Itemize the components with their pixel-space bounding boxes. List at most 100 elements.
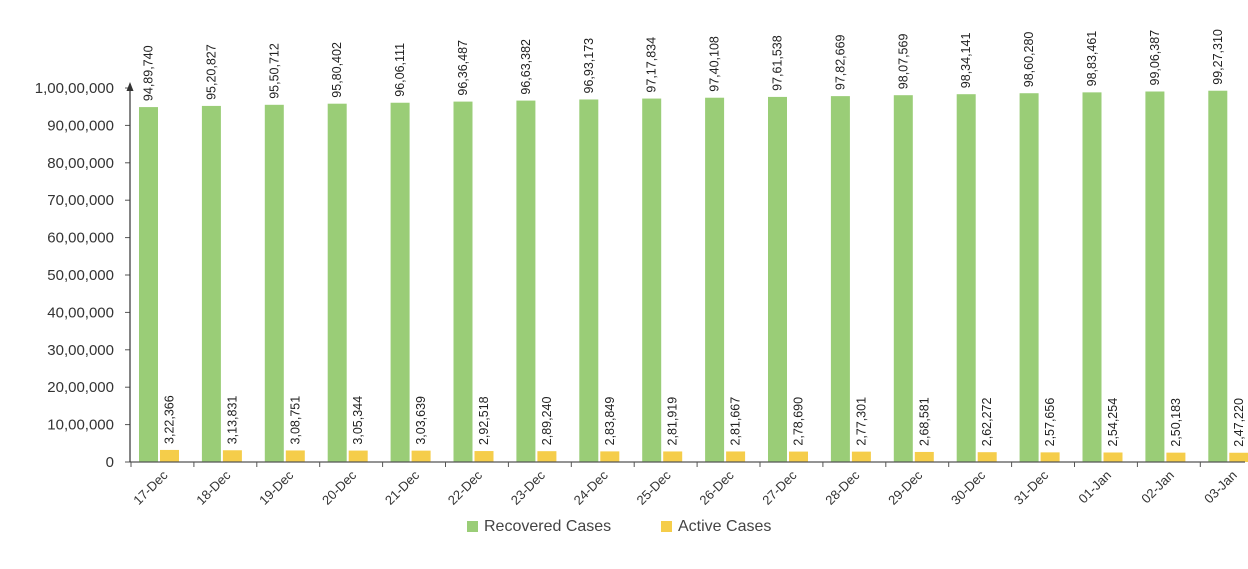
data-label-recovered: 99,27,310 <box>1211 29 1225 85</box>
bar-recovered-23-Dec <box>516 100 536 463</box>
data-label-active: 2,54,254 <box>1106 398 1120 447</box>
data-label-active: 3,22,366 <box>163 395 177 444</box>
bar-recovered-24-Dec <box>579 99 599 462</box>
x-tick-label: 27-Dec <box>759 467 800 508</box>
x-tick-label: 20-Dec <box>319 467 360 508</box>
y-tick-label: 1,00,00,000 <box>35 80 114 97</box>
x-tick-label: 01-Jan <box>1075 468 1114 507</box>
bar-recovered-25-Dec <box>642 98 662 462</box>
x-tick-label: 17-Dec <box>130 467 171 508</box>
bar-active-21-Dec <box>411 450 431 462</box>
bar-recovered-01-Jan <box>1082 92 1102 463</box>
bar-recovered-20-Dec <box>327 103 347 462</box>
y-axis-ticks: 0 10,00,000 20,00,000 30,00,000 40,00,000 50,… <box>35 80 130 471</box>
data-label-recovered: 98,07,569 <box>896 34 910 90</box>
x-tick-label: 18-Dec <box>193 467 234 508</box>
data-label-recovered: 98,83,461 <box>1085 31 1099 87</box>
data-label-active: 2,81,919 <box>666 397 680 446</box>
bar-active-01-Jan <box>1103 452 1123 462</box>
legend-label: Recovered Cases <box>484 518 611 535</box>
data-label-active: 2,50,183 <box>1169 398 1183 447</box>
y-tick-label: 90,00,000 <box>47 117 114 134</box>
bar-active-18-Dec <box>222 450 242 462</box>
bar-recovered-29-Dec <box>893 95 913 462</box>
data-label-active: 3,13,831 <box>225 396 239 445</box>
bar-recovered-27-Dec <box>768 96 787 462</box>
bars <box>139 90 1248 463</box>
data-label-recovered: 98,34,141 <box>959 33 973 89</box>
x-tick-label: 22-Dec <box>445 467 486 508</box>
bar-active-31-Dec <box>1040 452 1060 462</box>
bar-active-29-Dec <box>914 451 934 462</box>
bar-active-28-Dec <box>851 451 871 462</box>
data-label-active: 2,68,581 <box>917 397 931 446</box>
x-tick-label: 23-Dec <box>508 467 549 508</box>
data-label-active: 2,78,690 <box>792 397 806 446</box>
data-label-active: 2,83,849 <box>603 397 617 446</box>
legend-swatch <box>467 521 478 532</box>
x-tick-label: 02-Jan <box>1138 468 1177 507</box>
legend-label: Active Cases <box>678 518 771 535</box>
x-tick-label: 30-Dec <box>948 467 989 508</box>
y-tick-label: 50,00,000 <box>47 267 114 284</box>
bar-recovered-19-Dec <box>264 104 284 462</box>
bar-recovered-17-Dec <box>139 107 158 462</box>
bar-active-19-Dec <box>285 450 305 462</box>
bar-recovered-31-Dec <box>1019 93 1039 462</box>
data-labels: 94,89,740 3,22,366 95,20,827 3,13,831 95,50,… <box>142 29 1246 447</box>
bar-recovered-28-Dec <box>830 96 850 463</box>
bar-active-02-Jan <box>1166 452 1186 462</box>
data-label-active: 2,47,220 <box>1232 398 1246 447</box>
bar-active-30-Dec <box>977 452 997 462</box>
x-tick-label: 25-Dec <box>634 467 675 508</box>
x-tick-label: 19-Dec <box>256 467 297 508</box>
bar-recovered-03-Jan <box>1208 90 1228 463</box>
y-tick-label: 80,00,000 <box>47 155 114 172</box>
x-tick-label: 31-Dec <box>1011 467 1052 508</box>
data-label-active: 3,05,344 <box>351 396 365 445</box>
bar-active-24-Dec <box>600 451 620 462</box>
y-tick-label: 60,00,000 <box>47 230 114 247</box>
bar-recovered-22-Dec <box>453 101 473 462</box>
data-label-recovered: 95,20,827 <box>204 44 218 100</box>
y-tick-label: 10,00,000 <box>47 417 114 434</box>
y-axis-arrow <box>126 82 134 91</box>
legend-swatch <box>661 521 672 532</box>
bar-active-20-Dec <box>348 450 368 462</box>
data-label-recovered: 97,17,834 <box>645 37 659 93</box>
data-label-active: 3,03,639 <box>414 396 428 445</box>
data-label-recovered: 96,63,382 <box>519 39 533 95</box>
axes <box>126 82 1245 463</box>
data-label-recovered: 95,80,402 <box>330 42 344 98</box>
data-label-active: 2,92,518 <box>477 396 491 445</box>
data-label-recovered: 98,60,280 <box>1022 32 1036 88</box>
data-label-active: 2,62,272 <box>980 397 994 446</box>
bar-active-23-Dec <box>537 451 557 462</box>
bar-active-17-Dec <box>160 449 179 462</box>
x-tick-label: 24-Dec <box>571 467 612 508</box>
bar-active-26-Dec <box>726 451 746 462</box>
data-label-active: 2,77,301 <box>854 397 868 446</box>
data-label-active: 2,89,240 <box>540 396 554 445</box>
data-label-recovered: 95,50,712 <box>267 43 281 99</box>
data-label-recovered: 96,36,487 <box>456 40 470 96</box>
legend: Recovered Cases Active Cases <box>467 518 771 535</box>
bar-recovered-02-Jan <box>1145 91 1165 462</box>
data-label-recovered: 99,06,387 <box>1148 30 1162 86</box>
x-axis-ticks: 17-Dec 18-Dec 19-Dec 20-Dec 21-Dec 22-Dec 23-D… <box>130 462 1240 508</box>
data-label-recovered: 97,61,538 <box>771 35 785 91</box>
data-label-recovered: 96,93,173 <box>582 38 596 94</box>
bar-active-03-Jan <box>1229 452 1248 462</box>
x-tick-label: 03-Jan <box>1201 468 1240 507</box>
data-label-active: 3,08,751 <box>288 396 302 445</box>
x-tick-label: 28-Dec <box>822 467 863 508</box>
x-tick-label: 21-Dec <box>382 467 423 508</box>
y-tick-label: 0 <box>106 454 114 471</box>
bar-active-27-Dec <box>789 451 808 462</box>
data-label-active: 2,57,656 <box>1043 398 1057 447</box>
bar-active-22-Dec <box>474 451 494 462</box>
data-label-active: 2,81,667 <box>729 397 743 446</box>
data-label-recovered: 97,40,108 <box>708 36 722 92</box>
